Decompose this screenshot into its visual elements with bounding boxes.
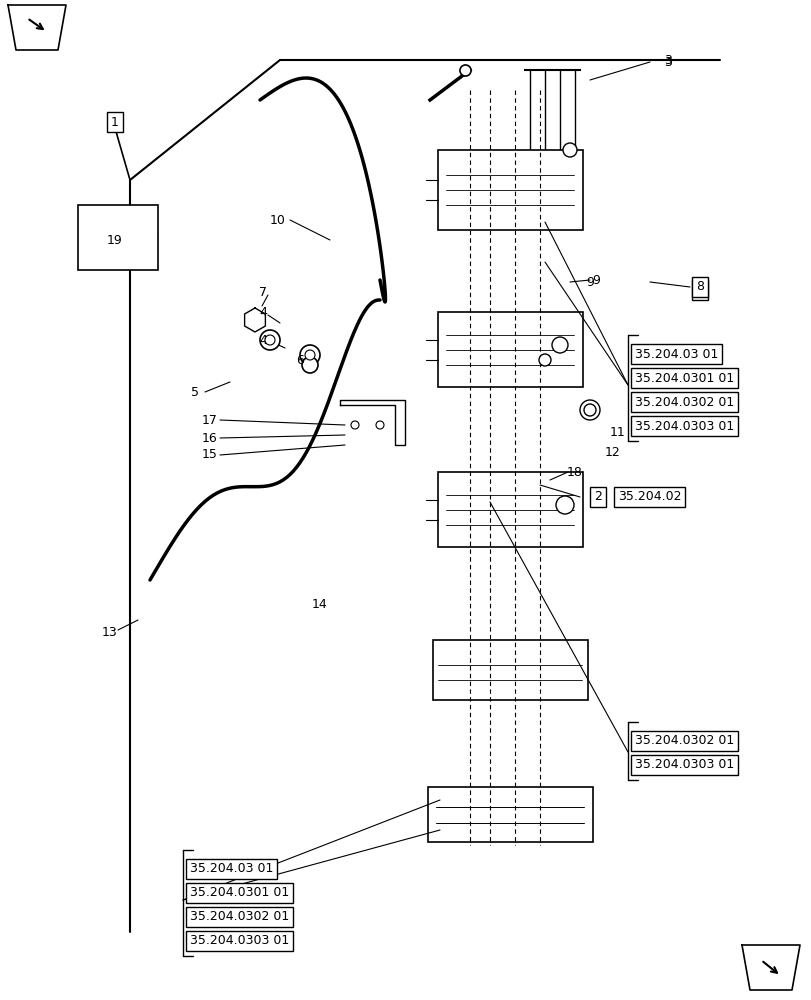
Circle shape [305,350,315,360]
Text: 4: 4 [259,306,267,318]
Circle shape [579,400,599,420]
Text: 19: 19 [107,233,122,246]
Polygon shape [244,308,265,332]
Circle shape [302,357,318,373]
Text: 15: 15 [202,448,217,462]
Circle shape [264,335,275,345]
Text: 9: 9 [591,273,599,286]
Circle shape [551,337,568,353]
Text: 1: 1 [111,116,118,129]
Bar [437,312,582,387]
Text: 4: 4 [259,334,267,347]
Text: 6: 6 [296,354,303,366]
Text: 10: 10 [270,214,285,227]
Text: 8: 8 [695,280,703,294]
Text: 17: 17 [202,414,217,426]
Text: 13: 13 [102,626,118,638]
Text: 14: 14 [311,598,328,611]
Text: 5: 5 [191,385,199,398]
Text: 11: 11 [609,426,625,438]
Text: 9: 9 [586,275,593,288]
Text: 35.204.0301 01: 35.204.0301 01 [634,371,733,384]
Circle shape [299,345,320,365]
Circle shape [350,421,358,429]
Text: 35.204.03 01: 35.204.03 01 [190,862,273,876]
Bar [427,787,592,842]
Text: 3: 3 [663,54,672,67]
Text: 35.204.0303 01: 35.204.0303 01 [634,420,733,432]
Text: 7: 7 [259,286,267,298]
Text: 35.204.03 01: 35.204.03 01 [634,348,718,360]
Bar [437,150,582,230]
Circle shape [583,404,595,416]
Text: 35.204.0303 01: 35.204.0303 01 [634,758,733,772]
Text: 35.204.0303 01: 35.204.0303 01 [190,934,289,947]
Circle shape [562,143,577,157]
Polygon shape [340,400,405,445]
Circle shape [260,330,280,350]
Circle shape [375,421,384,429]
Text: 8: 8 [695,284,703,296]
Bar [432,640,587,700]
Bar [78,205,158,270]
Circle shape [556,496,573,514]
Circle shape [539,354,551,366]
Polygon shape [741,945,799,990]
Text: 18: 18 [566,466,582,479]
Text: 35.204.0302 01: 35.204.0302 01 [634,395,733,408]
Polygon shape [8,5,66,50]
Bar [437,472,582,547]
Text: 35.204.02: 35.204.02 [617,490,680,504]
Text: 35.204.0301 01: 35.204.0301 01 [190,886,289,900]
Text: 35.204.0302 01: 35.204.0302 01 [190,910,289,923]
Text: 2: 2 [594,490,601,504]
Text: 3: 3 [663,56,672,69]
Text: 35.204.0302 01: 35.204.0302 01 [634,734,733,747]
Text: 12: 12 [604,446,620,458]
Text: 16: 16 [202,432,217,444]
